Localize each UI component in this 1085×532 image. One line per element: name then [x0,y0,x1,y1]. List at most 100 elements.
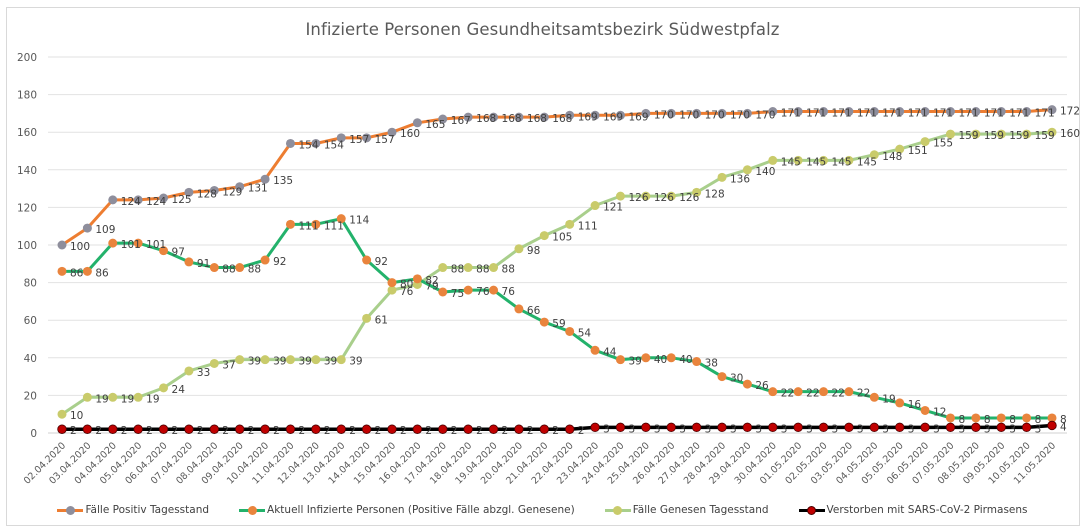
data-point [514,244,524,254]
data-point [590,201,600,211]
data-point [133,195,143,205]
data-point [184,424,194,434]
data-label: 79 [425,280,438,292]
data-label: 19 [882,393,895,405]
data-point [514,424,524,434]
data-label: 54 [578,327,592,339]
data-label: 2 [248,425,255,437]
data-label: 2 [121,425,128,437]
data-point [539,424,550,434]
data-label: 3 [832,423,839,435]
data-label: 3 [908,423,915,435]
data-point [82,223,92,233]
data-label: 148 [882,151,902,163]
data-point [666,422,676,433]
data-point [793,107,803,117]
data-point [844,107,854,117]
data-point [260,255,270,265]
data-point [133,424,143,434]
data-point [159,383,169,393]
legend-label: Aktuell Infizierte Personen (Positive Fä… [267,504,575,516]
data-point [793,155,803,165]
data-label: 3 [705,423,712,435]
data-label: 80 [400,279,413,291]
data-point [184,187,194,197]
data-point [57,409,67,419]
data-point [869,422,880,433]
data-point [819,155,829,165]
data-label: 3 [1009,423,1016,435]
gridlines [48,56,1067,434]
data-label: 151 [908,145,928,157]
y-tick-label: 160 [17,127,37,139]
data-point [1047,127,1057,137]
data-label: 145 [832,156,852,168]
data-label: 136 [730,173,750,185]
data-point [818,422,829,433]
data-label: 2 [425,425,432,437]
data-point [362,313,372,323]
data-label: 111 [324,220,344,232]
data-point [971,413,981,423]
data-label: 16 [908,399,922,411]
data-label: 2 [400,425,407,437]
data-label: 39 [298,356,311,368]
data-point [564,424,575,434]
data-point [387,278,397,288]
legend-marker-icon [239,505,266,515]
data-label: 100 [70,241,90,253]
data-label: 2 [349,425,356,437]
data-label: 2 [476,425,483,437]
data-label: 88 [476,264,489,276]
data-label: 22 [832,388,845,400]
data-label: 2 [502,425,509,437]
data-label: 109 [95,224,115,236]
y-tick-label: 20 [24,390,37,402]
data-point [692,108,702,118]
y-tick-label: 0 [30,428,37,440]
data-point [996,129,1006,139]
data-point [209,185,219,195]
data-point [1047,413,1057,423]
data-label: 168 [502,113,522,125]
data-point [463,263,473,273]
data-label: 170 [654,109,674,121]
data-point [336,214,346,224]
data-point [209,424,220,434]
data-label: 129 [222,186,242,198]
data-point [1047,105,1057,115]
data-point [1022,413,1032,423]
data-point [869,392,879,402]
data-label: 159 [958,130,978,142]
data-point [235,355,245,365]
data-label: 2 [197,425,204,437]
data-label: 145 [806,156,826,168]
data-point [539,231,549,241]
data-label: 3 [755,423,762,435]
data-label: 168 [527,113,547,125]
data-label: 8 [958,414,965,426]
data-label: 160 [400,128,420,140]
data-label: 26 [755,380,769,392]
data-point [209,263,219,273]
data-point [108,195,118,205]
data-point [184,366,194,376]
data-label: 2 [222,425,229,437]
data-point [895,398,905,408]
data-label: 8 [1009,414,1016,426]
data-label: 92 [375,256,388,268]
data-label: 44 [603,346,617,358]
legend-marker-icon [798,505,825,515]
data-point [768,107,778,117]
data-point [895,107,905,117]
data-label: 171 [857,108,877,120]
data-label: 3 [603,423,610,435]
data-point [590,110,600,120]
data-label: 40 [679,354,692,366]
data-label: 2 [146,425,153,437]
data-label: 88 [451,264,464,276]
data-point [438,114,448,124]
data-label: 76 [476,286,490,298]
legend-label: Verstorben mit SARS-CoV-2 Pirmasens [826,504,1028,516]
